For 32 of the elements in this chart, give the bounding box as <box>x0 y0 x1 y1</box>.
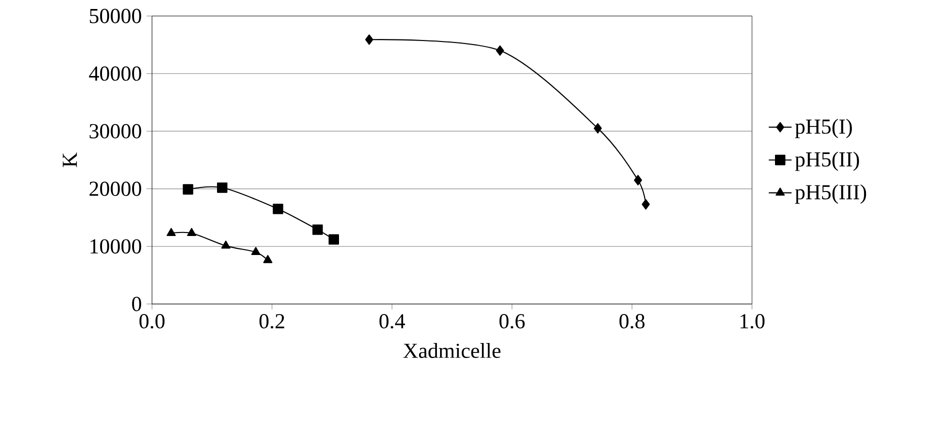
y-tick-label: 40000 <box>89 66 142 81</box>
point <box>187 228 196 236</box>
point <box>263 255 272 264</box>
point <box>634 174 642 186</box>
point <box>328 234 340 245</box>
x-tick-label: 0.8 <box>619 314 645 329</box>
point <box>365 34 374 45</box>
point <box>221 240 230 249</box>
point <box>496 45 504 56</box>
y-tick-label: 0 <box>132 296 142 312</box>
point <box>312 224 323 235</box>
point <box>217 182 228 193</box>
legend-label: pH5(II) <box>795 152 859 171</box>
y-tick-label: 50000 <box>90 8 142 24</box>
x-tick-label: 0.2 <box>259 314 284 329</box>
x-tick-label: 0.0 <box>139 314 165 329</box>
point <box>166 228 176 236</box>
y-tick-label: 30000 <box>90 124 142 138</box>
y-tick-label: 20000 <box>90 182 142 196</box>
legend-label: pH5(I) <box>795 118 852 138</box>
x-axis-title: Xadmicelle <box>403 343 500 358</box>
point <box>251 246 260 256</box>
x-tick-label: 0.6 <box>499 314 525 329</box>
y-axis-title: K <box>62 152 77 168</box>
point <box>594 123 602 134</box>
legend-label: pH5(III) <box>795 184 866 204</box>
y-tick-label: 10000 <box>90 239 142 254</box>
x-tick-label: 0.4 <box>379 314 405 329</box>
point <box>182 184 194 195</box>
x-tick-label: 1.0 <box>740 314 765 329</box>
point <box>272 204 284 214</box>
point <box>642 199 650 210</box>
